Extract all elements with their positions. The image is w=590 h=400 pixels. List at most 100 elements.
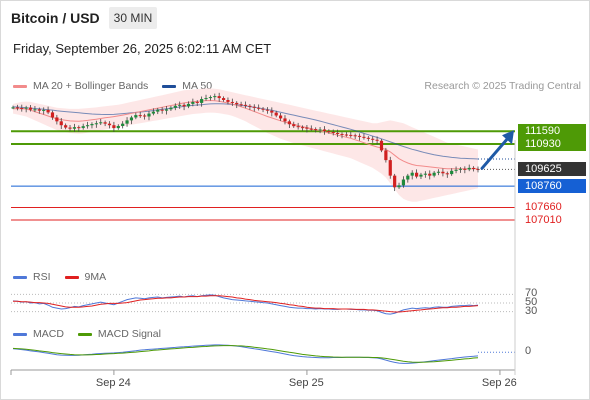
legend-macd: MACD [13, 328, 64, 340]
candle-9 [50, 112, 55, 118]
rsi-tick-50: 50 [525, 296, 538, 308]
candle-56 [257, 107, 261, 109]
candle-73 [331, 132, 335, 133]
candle-63 [287, 121, 291, 125]
candle-68 [309, 128, 313, 130]
candle-47 [217, 96, 221, 99]
price-tag-108760: 108760 [518, 179, 586, 194]
candle-35 [164, 109, 169, 111]
candle-5 [33, 109, 37, 111]
candle-105 [472, 167, 476, 170]
candle-91 [410, 172, 414, 176]
candle-17 [85, 125, 90, 127]
candle-18 [90, 124, 94, 126]
macd-line [12, 344, 479, 364]
candle-44 [204, 98, 208, 100]
candle-12 [64, 125, 68, 128]
rsi-legend: RSI 9MA [13, 270, 120, 284]
price-tag-109625: 109625 [518, 162, 586, 177]
candle-89 [401, 179, 406, 186]
candle-46 [213, 96, 217, 98]
legend-rsi: RSI [13, 271, 51, 283]
candle-7 [42, 109, 46, 111]
legend-rsi-9ma: 9MA [64, 271, 107, 283]
candle-34 [160, 109, 164, 111]
candle-40 [186, 103, 191, 107]
candle-60 [274, 112, 278, 116]
candle-93 [419, 174, 423, 177]
candle-24 [116, 125, 120, 129]
candle-96 [432, 172, 436, 176]
candle-28 [134, 115, 138, 118]
candle-27 [129, 117, 134, 121]
candle-94 [423, 173, 427, 175]
candle-23 [112, 125, 116, 129]
x-tick-label-0: Sep 24 [95, 377, 131, 389]
candle-77 [349, 134, 353, 136]
candle-74 [336, 132, 340, 134]
candle-0 [11, 107, 15, 109]
legend-rsi-9ma-swatch [64, 275, 79, 279]
candle-45 [208, 97, 213, 99]
candle-10 [55, 117, 59, 122]
candle-11 [59, 121, 63, 126]
candle-85 [384, 150, 388, 161]
candle-25 [121, 123, 125, 126]
instrument-title: Bitcoin / USD [11, 10, 100, 26]
timestamp: Friday, September 26, 2025 6:02:11 AM CE… [13, 41, 272, 56]
candle-52 [239, 104, 243, 106]
candle-66 [300, 127, 305, 129]
legend-ma20-label: MA 20 + Bollinger Bands [33, 80, 149, 92]
legend-rsi-9ma-label: 9MA [84, 271, 107, 283]
candle-43 [200, 99, 204, 103]
rsi-tick-30: 30 [525, 304, 538, 317]
legend-ma50-swatch [162, 84, 177, 88]
candle-97 [436, 171, 441, 173]
candle-83 [375, 139, 379, 141]
candle-88 [397, 185, 401, 188]
candle-1 [15, 107, 19, 109]
candle-20 [99, 122, 103, 124]
candle-90 [406, 175, 410, 180]
candle-99 [445, 173, 449, 175]
candle-79 [357, 135, 362, 137]
candle-3 [24, 107, 28, 109]
candle-75 [340, 133, 344, 135]
macd-tick-zero: 0 [525, 345, 532, 358]
candle-102 [458, 168, 463, 170]
rsi-line [12, 294, 479, 315]
x-tick-label-2: Sep 26 [481, 377, 517, 389]
legend-macd-signal: MACD Signal [77, 328, 161, 340]
candle-58 [265, 109, 270, 111]
candle-41 [191, 101, 195, 104]
candle-21 [103, 122, 107, 124]
candle-48 [221, 98, 226, 100]
candle-104 [467, 167, 471, 170]
bollinger-band [13, 88, 478, 202]
interval-button[interactable]: 30 MIN [109, 7, 157, 29]
candle-36 [169, 107, 173, 110]
candle-84 [379, 140, 384, 151]
price-tag-107010: 107010 [525, 214, 562, 227]
candle-71 [322, 129, 327, 132]
price-tag-107660: 107660 [525, 201, 562, 214]
candle-64 [292, 124, 296, 127]
legend-macd-swatch [13, 332, 27, 336]
candle-59 [270, 110, 274, 113]
legend-rsi-label: RSI [33, 271, 51, 283]
candle-37 [173, 105, 177, 108]
candle-39 [182, 104, 186, 107]
rsi-9ma-line [13, 295, 479, 313]
candle-16 [81, 126, 85, 128]
legend-macd-signal-label: MACD Signal [97, 328, 161, 340]
rsi-tick-70: 70 [525, 287, 538, 300]
candle-31 [147, 113, 151, 117]
candle-67 [305, 127, 309, 129]
candle-4 [28, 107, 33, 110]
research-credit: Research © 2025 Trading Central [424, 80, 581, 92]
candle-15 [77, 127, 81, 129]
candle-103 [463, 168, 467, 170]
macd-signal-line [12, 345, 479, 363]
candle-82 [371, 138, 375, 140]
